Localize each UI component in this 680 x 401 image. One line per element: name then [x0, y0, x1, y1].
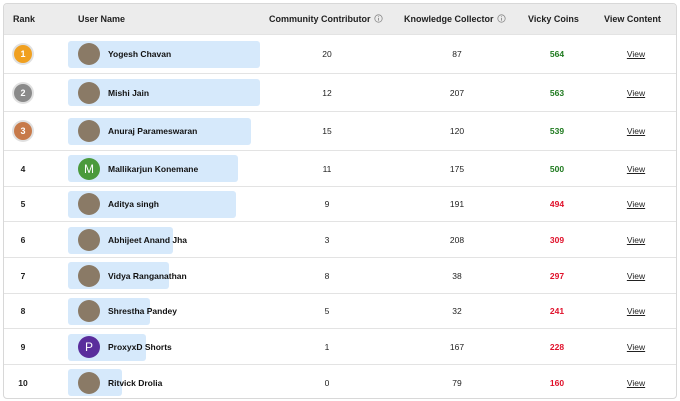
info-icon[interactable] [496, 14, 506, 23]
knowledge-collector: 79 [452, 377, 462, 388]
vicky-coins: 563 [549, 87, 565, 98]
column-header: View Content [604, 14, 661, 24]
knowledge-collector: 207 [449, 87, 465, 98]
view-link[interactable]: View [626, 199, 646, 210]
community-contributor: 8 [324, 270, 330, 281]
table-row: 8 Shrestha Pandey 5 32 241 View [4, 292, 676, 330]
user-name: Vidya Ranganathan [108, 270, 187, 281]
user-name: Aditya singh [108, 199, 160, 210]
avatar [78, 264, 100, 287]
view-link[interactable]: View [626, 342, 646, 353]
vicky-coins: 309 [549, 235, 565, 246]
info-icon[interactable] [373, 14, 383, 23]
community-contributor: 15 [322, 126, 332, 137]
knowledge-collector: 191 [449, 199, 465, 210]
community-contributor: 1 [324, 342, 330, 353]
vicky-coins: 564 [549, 49, 565, 60]
avatar: M [78, 157, 100, 180]
knowledge-collector: 208 [449, 235, 465, 246]
rank: 4 [20, 163, 26, 174]
knowledge-collector: 167 [449, 342, 465, 353]
avatar [78, 229, 100, 252]
community-contributor: 12 [322, 87, 332, 98]
knowledge-collector: 175 [449, 163, 465, 174]
rank: 10 [18, 377, 28, 388]
column-header: Vicky Coins [528, 14, 579, 24]
view-link[interactable]: View [626, 49, 646, 60]
rank-medal: 3 [14, 122, 32, 141]
vicky-coins: 500 [549, 163, 565, 174]
user-name: Shrestha Pandey [108, 306, 177, 317]
coins-bar [68, 40, 260, 68]
rank: 6 [20, 235, 26, 246]
user-name: Anuraj Parameswaran [108, 126, 198, 137]
knowledge-collector: 38 [452, 270, 462, 281]
table-row: 6 Abhijeet Anand Jha 3 208 309 View [4, 221, 676, 258]
community-contributor: 9 [324, 199, 330, 210]
rank: 7 [20, 270, 26, 281]
avatar [78, 371, 100, 394]
vicky-coins: 297 [549, 270, 565, 281]
user-name: Mallikarjun Konemane [108, 163, 199, 174]
table-row: 9 P ProxyxD Shorts 1 167 228 View [4, 328, 676, 365]
table-row: 3 Anuraj Parameswaran 15 120 539 View [4, 111, 676, 151]
column-header: Community Contributor [269, 14, 383, 24]
community-contributor: 3 [324, 235, 330, 246]
table-row: 10 Ritvick Drolia 0 79 160 View [4, 364, 676, 398]
avatar [78, 300, 100, 323]
avatar [78, 193, 100, 216]
column-header: User Name [78, 14, 126, 24]
view-link[interactable]: View [626, 235, 646, 246]
column-header: Knowledge Collector [404, 14, 506, 24]
user-name: ProxyxD Shorts [108, 342, 172, 353]
table-row: 5 Aditya singh 9 191 494 View [4, 185, 676, 223]
community-contributor: 5 [324, 306, 330, 317]
avatar: P [78, 336, 100, 359]
table-row: 7 Vidya Ranganathan 8 38 297 View [4, 256, 676, 294]
table-row: 4 M Mallikarjun Konemane 11 175 500 View [4, 149, 676, 187]
view-link[interactable]: View [626, 163, 646, 174]
avatar [78, 43, 100, 66]
vicky-coins: 160 [549, 377, 565, 388]
table-row: 1 Yogesh Chavan 20 87 564 View [4, 34, 676, 74]
community-contributor: 0 [324, 377, 330, 388]
rank-medal: 1 [14, 45, 32, 64]
user-name: Ritvick Drolia [108, 377, 163, 388]
table-row: 2 Mishi Jain 12 207 563 View [4, 72, 676, 113]
rank: 9 [20, 342, 26, 353]
community-contributor: 20 [322, 49, 332, 60]
view-link[interactable]: View [626, 270, 646, 281]
vicky-coins: 228 [549, 342, 565, 353]
view-link[interactable]: View [626, 126, 646, 137]
community-contributor: 11 [322, 163, 332, 174]
column-header: Rank [13, 14, 36, 24]
vicky-coins: 494 [549, 199, 565, 210]
leaderboard-table: Rank User Name Community Contributor Knowle… [3, 3, 677, 399]
user-name: Mishi Jain [108, 87, 150, 98]
knowledge-collector: 120 [449, 126, 465, 137]
vicky-coins: 241 [549, 306, 565, 317]
view-link[interactable]: View [626, 87, 646, 98]
avatar [78, 81, 100, 104]
table-header: Rank User Name Community Contributor Knowle… [4, 4, 676, 34]
view-link[interactable]: View [626, 377, 646, 388]
rank-medal: 2 [14, 83, 32, 102]
vicky-coins: 539 [549, 126, 565, 137]
rank: 5 [20, 199, 26, 210]
avatar [78, 120, 100, 143]
knowledge-collector: 87 [452, 49, 462, 60]
knowledge-collector: 32 [452, 306, 462, 317]
view-link[interactable]: View [626, 306, 646, 317]
rank: 8 [20, 306, 26, 317]
user-name: Abhijeet Anand Jha [108, 235, 188, 246]
user-name: Yogesh Chavan [108, 49, 172, 60]
